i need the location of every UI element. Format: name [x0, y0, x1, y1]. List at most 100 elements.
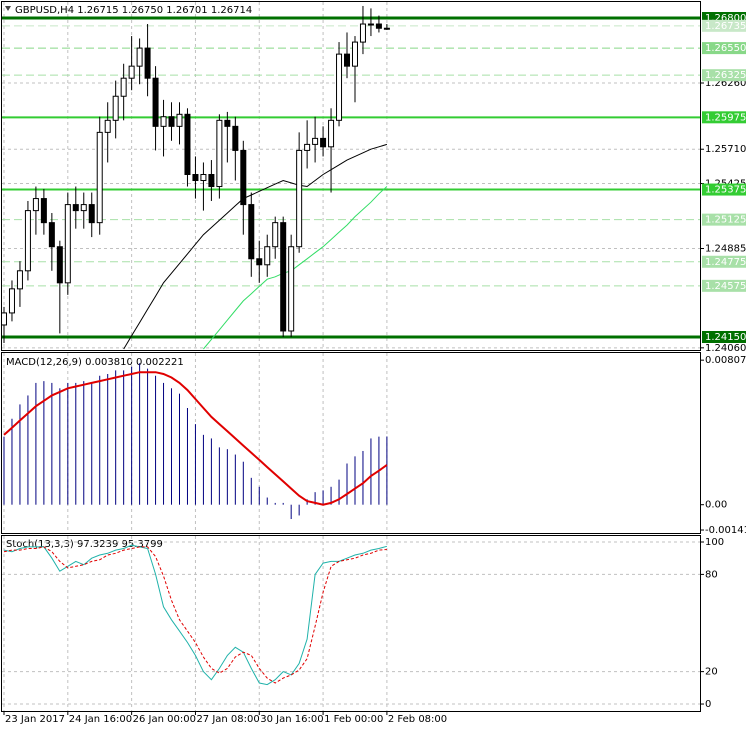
x-tick-label: 24 Jan 16:00	[69, 714, 132, 725]
x-tick-label: 26 Jan 00:00	[133, 714, 196, 725]
y-tick-label: 100	[705, 537, 724, 548]
level-label-box	[702, 42, 746, 55]
candle-body	[176, 113, 183, 127]
stoch-line	[3, 546, 387, 684]
candle-body	[56, 246, 63, 284]
level-label: 1.24575	[705, 281, 746, 292]
level-label-box	[702, 111, 746, 124]
level-label: 1.25975	[705, 112, 746, 123]
y-tick-label: 1.25710	[705, 144, 746, 155]
candle-body	[184, 113, 191, 175]
candle-body	[128, 65, 135, 79]
candle-body	[120, 77, 127, 97]
candle-body	[344, 53, 351, 67]
moving-average	[203, 186, 388, 350]
candle-body	[152, 77, 159, 127]
candle-body	[272, 222, 279, 248]
candle-body	[208, 173, 215, 188]
x-tick-label: 2 Feb 08:00	[388, 714, 447, 725]
candle-body	[288, 246, 295, 332]
candle-body	[8, 288, 15, 314]
candle-body	[32, 198, 39, 212]
candle-body	[383, 27, 390, 30]
x-tick-label: 1 Feb 00:00	[324, 714, 383, 725]
y-tick-label: 1.24885	[705, 244, 746, 255]
y-tick-label: 0.00807	[705, 355, 746, 366]
level-label: 1.24150	[705, 332, 746, 343]
candle-body	[40, 198, 47, 224]
macd-title: MACD(12,26,9) 0.003810 0.002221	[6, 357, 184, 368]
candle-body	[375, 23, 382, 29]
candle-body	[224, 119, 231, 127]
candle-body	[328, 119, 335, 148]
level-label-box	[702, 183, 746, 196]
candle-body	[24, 210, 31, 272]
candle-body	[304, 143, 311, 151]
candle-body	[264, 246, 271, 266]
level-label-box	[702, 213, 746, 226]
candle-body	[256, 258, 263, 266]
x-tick-label: 30 Jan 16:00	[260, 714, 323, 725]
candle-body	[336, 53, 343, 121]
candle-body	[64, 204, 71, 284]
candle-body	[16, 270, 23, 290]
moving-average	[123, 143, 388, 350]
candle-body	[72, 204, 79, 212]
level-label-box	[702, 19, 746, 32]
candle-body	[200, 173, 207, 182]
symbol-icon	[5, 6, 11, 11]
y-tick-label: 0.00	[705, 500, 727, 511]
x-tick-label: 23 Jan 2017	[5, 714, 65, 725]
candle-body	[280, 222, 287, 332]
candle-body	[80, 204, 87, 212]
level-label-box	[702, 330, 746, 343]
level-label: 1.25375	[705, 185, 746, 196]
stoch-line	[3, 544, 388, 686]
x-tick-label: 27 Jan 08:00	[196, 714, 259, 725]
level-label: 1.26325	[705, 70, 746, 81]
candle-body	[359, 23, 366, 43]
candle-body	[351, 41, 358, 67]
candle-body	[0, 312, 7, 326]
candle-body	[296, 149, 303, 248]
candle-body	[168, 116, 175, 127]
level-label-box	[702, 255, 746, 268]
candle-body	[312, 137, 319, 145]
y-tick-label: 20	[705, 667, 718, 678]
candle-body	[144, 47, 151, 79]
level-label: 1.26550	[705, 43, 746, 54]
main-frame	[1, 1, 701, 351]
level-label: 1.25125	[705, 215, 746, 226]
level-label-box	[702, 279, 746, 292]
stoch-title: Stoch(13,3,3) 97.3239 95.3799	[6, 539, 163, 550]
level-label-box	[702, 69, 746, 82]
y-tick-label: -0.001414	[705, 525, 746, 536]
y-tick-label: 80	[705, 569, 718, 580]
candle-body	[96, 131, 103, 224]
candle-body	[136, 47, 143, 67]
candle-body	[160, 116, 167, 127]
candle-body	[48, 222, 55, 248]
level-label: 1.26735	[705, 21, 746, 32]
main-title: GBPUSD,H4 1.26715 1.26750 1.26701 1.2671…	[15, 5, 252, 16]
candle-body	[320, 137, 327, 148]
candle-body	[367, 23, 374, 26]
candle-body	[240, 149, 247, 206]
macd-frame	[1, 352, 701, 534]
level-label: 1.26800	[705, 13, 746, 24]
stoch-frame	[1, 535, 701, 712]
signal-line	[3, 371, 388, 506]
y-tick-label: 0	[705, 699, 711, 710]
candle-body	[248, 204, 255, 260]
candle-body	[112, 95, 119, 121]
candle-body	[192, 173, 199, 182]
candle-body	[104, 119, 111, 133]
candle-body	[88, 204, 95, 224]
candle-body	[216, 119, 223, 188]
candle-body	[232, 125, 239, 151]
y-tick-label: 1.26260	[705, 78, 746, 89]
y-tick-label: 1.24060	[705, 343, 746, 354]
